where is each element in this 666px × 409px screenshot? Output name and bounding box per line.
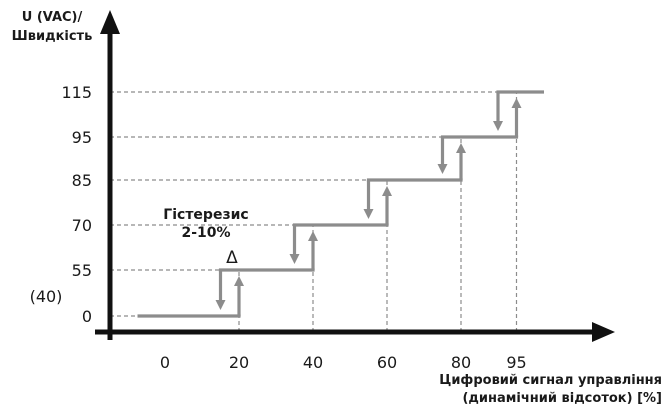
y-tick-label: 70 (72, 216, 92, 235)
y-tick-label: 95 (72, 128, 92, 147)
x-tick-label: 60 (377, 353, 397, 372)
arrow-down-icon (215, 300, 226, 310)
x-tick-label: 20 (229, 353, 249, 372)
x-axis-label-line-2: (динамічний відсоток) [%] (462, 391, 662, 406)
arrow-down-icon (289, 254, 300, 264)
y-extra-label: (40) (30, 287, 63, 306)
arrow-up-icon (234, 276, 244, 286)
arrow-down-icon (437, 164, 448, 174)
delta-symbol: Δ (226, 248, 238, 268)
arrow-down-icon (493, 121, 503, 131)
y-tick-label: 85 (72, 171, 92, 190)
step-curve (137, 90, 545, 318)
y-axis-label-line-2: Швидкість (12, 29, 93, 44)
y-tick-label: 0 (82, 307, 92, 326)
arrow-down-icon (363, 209, 374, 219)
arrow-up-icon (456, 143, 466, 153)
y-tick-labels: 0 55 70 85 95 115 (61, 83, 92, 326)
y-tick-label: 115 (61, 83, 92, 102)
y-tick-label: 55 (72, 261, 92, 280)
x-tick-label: 0 (160, 353, 170, 372)
y-axis-label-line-1: U (VAC)/ (22, 10, 83, 25)
y-axis-arrowhead (100, 10, 120, 34)
arrow-up-icon (308, 231, 318, 241)
x-axis-arrowhead (592, 322, 615, 342)
x-tick-label: 95 (506, 353, 526, 372)
x-tick-label: 40 (303, 353, 323, 372)
hysteresis-arrows (215, 92, 522, 316)
x-axis-label-line-1: Цифровий сигнал управління (439, 373, 662, 388)
axis-labels: U (VAC)/ Швидкість Цифровий сигнал управ… (12, 10, 662, 406)
axes (95, 10, 615, 342)
arrow-up-icon (511, 98, 522, 108)
x-tick-label: 80 (451, 353, 471, 372)
x-tick-labels: 0 20 40 60 80 95 (160, 353, 527, 372)
hysteresis-label-line-2: 2-10% (181, 225, 230, 241)
arrow-up-icon (382, 186, 392, 196)
hysteresis-label-line-1: Гістерезис (163, 207, 248, 223)
